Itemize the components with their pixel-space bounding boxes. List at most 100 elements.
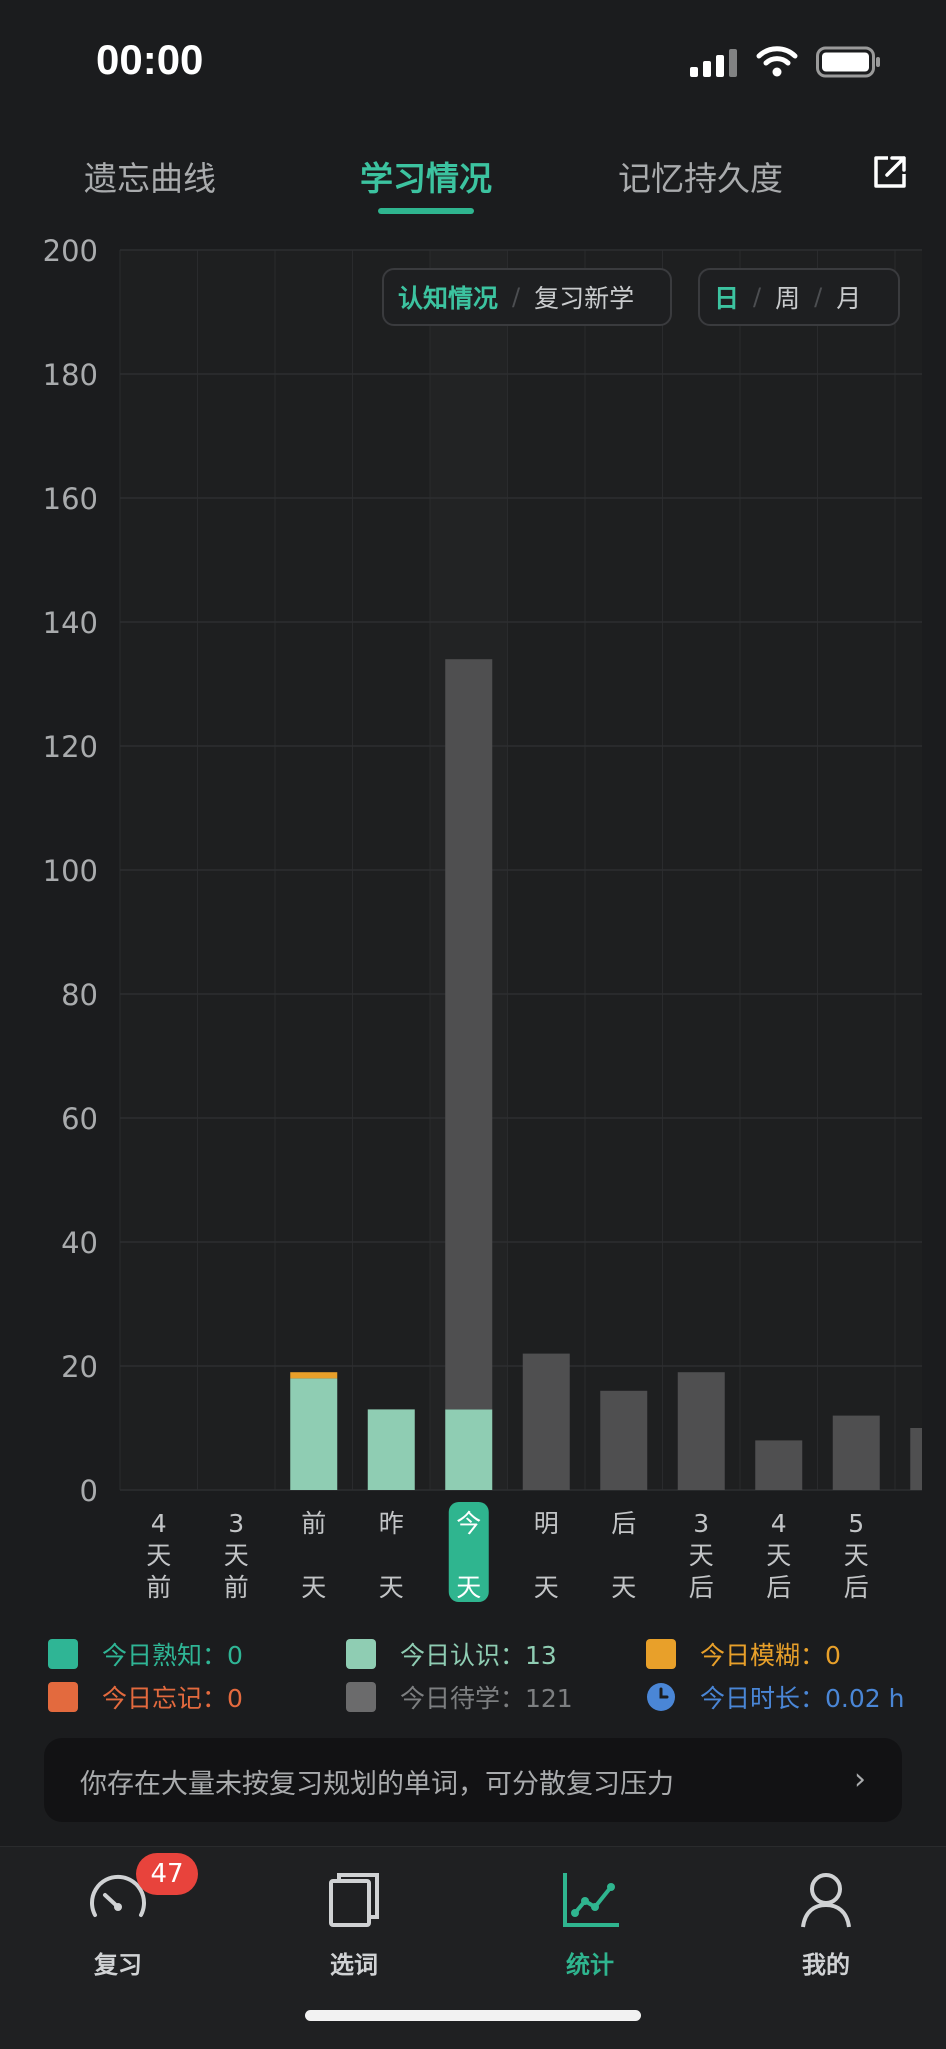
x-tick-label: 天 — [224, 1541, 249, 1570]
mode-toggle: 认知情况 / 复习新学 — [382, 268, 672, 326]
toggle-separator: / — [512, 283, 521, 311]
nav-statistics[interactable]: 统计 — [515, 1867, 665, 1980]
x-tick-label: 5 — [848, 1509, 864, 1538]
bar-segment — [832, 1415, 880, 1490]
bar-segment — [600, 1390, 648, 1490]
nav-label: 我的 — [802, 1951, 850, 1979]
bar-segment — [290, 1378, 338, 1490]
legend-label: 今日模糊：0 — [700, 1641, 841, 1670]
legend-swatch — [646, 1639, 676, 1669]
bar-segment — [522, 1353, 570, 1490]
bar-segment — [367, 1409, 415, 1490]
tab-study-status[interactable]: 学习情况 — [360, 159, 492, 198]
legend-label: 今日忘记：0 — [102, 1684, 243, 1713]
x-tick-label: 前 — [301, 1509, 326, 1538]
x-tick-label: 天 — [844, 1541, 869, 1570]
person-icon — [801, 1873, 851, 1928]
y-tick-label: 200 — [43, 234, 98, 268]
x-tick-label: 天 — [456, 1573, 481, 1602]
y-tick-label: 160 — [43, 482, 98, 516]
wifi-icon — [756, 46, 798, 77]
x-tick-label: 后 — [766, 1573, 791, 1602]
x-tick-label: 前 — [224, 1573, 249, 1602]
legend-duration: 今日时长：0.02 h — [646, 1679, 904, 1715]
nav-select-words[interactable]: 选词 — [279, 1867, 429, 1980]
tab-forgetting-curve[interactable]: 遗忘曲线 — [84, 159, 216, 198]
legend-label: 今日待学：121 — [400, 1684, 573, 1713]
x-tick-label: 3 — [228, 1509, 244, 1538]
bar-segment — [445, 1409, 493, 1490]
bar-segment — [755, 1440, 803, 1490]
y-tick-label: 0 — [80, 1474, 98, 1508]
bar-segment — [445, 659, 493, 1410]
y-tick-label: 80 — [61, 978, 98, 1012]
legend-swatch — [346, 1639, 376, 1669]
legend-label: 今日认识：13 — [400, 1641, 557, 1670]
today-label-pill — [448, 1502, 489, 1602]
x-tick-label: 后 — [611, 1509, 636, 1538]
legend-familiar: 今日熟知：0 — [48, 1636, 243, 1672]
legend-pending: 今日待学：121 — [346, 1679, 573, 1715]
tab-memory-durability[interactable]: 记忆持久度 — [618, 159, 783, 198]
nav-label: 统计 — [566, 1951, 614, 1979]
share-icon[interactable] — [872, 154, 908, 190]
x-tick-label: 天 — [146, 1541, 171, 1570]
toggle-separator: / — [753, 283, 762, 311]
x-tick-label: 后 — [844, 1573, 869, 1602]
x-tick-label: 后 — [689, 1573, 714, 1602]
x-tick-label: 昨 — [379, 1509, 404, 1538]
battery-icon — [816, 46, 880, 78]
y-tick-label: 40 — [61, 1226, 98, 1260]
period-toggle: 日 / 周 / 月 — [698, 268, 900, 326]
review-count-badge: 47 — [136, 1853, 198, 1895]
y-tick-label: 180 — [43, 358, 98, 392]
toggle-cognition[interactable]: 认知情况 — [398, 284, 499, 313]
legend-label: 今日熟知：0 — [102, 1641, 243, 1670]
bar-segment — [290, 1372, 338, 1379]
legend-swatch — [48, 1682, 78, 1712]
bar-segment — [910, 1428, 922, 1490]
clock-icon — [647, 1683, 675, 1711]
nav-label: 复习 — [94, 1951, 142, 1979]
y-tick-label: 20 — [61, 1350, 98, 1384]
toggle-separator: / — [814, 283, 823, 311]
x-tick-label: 天 — [379, 1573, 404, 1602]
y-tick-label: 120 — [43, 730, 98, 764]
line-chart-icon — [563, 1873, 619, 1927]
chevron-right-icon: › — [854, 1762, 866, 1797]
toggle-month[interactable]: 月 — [836, 284, 862, 313]
x-tick-label: 天 — [766, 1541, 791, 1570]
nav-review[interactable]: 复习 — [43, 1867, 193, 1980]
speedometer-icon — [90, 1874, 146, 1917]
books-icon — [329, 1873, 379, 1927]
stacked-bar-chart: 0204060801001201401601802004天前3天前前天昨天今天明… — [43, 234, 922, 1602]
nav-profile[interactable]: 我的 — [751, 1867, 901, 1980]
y-tick-label: 140 — [43, 606, 98, 640]
review-tip-banner[interactable]: 你存在大量未按复习规划的单词，可分散复习压力 › — [44, 1738, 902, 1822]
x-tick-label: 天 — [689, 1541, 714, 1570]
x-tick-label: 天 — [534, 1573, 559, 1602]
x-tick-label: 天 — [611, 1573, 636, 1602]
x-tick-label: 前 — [146, 1573, 171, 1602]
status-time: 00:00 — [96, 36, 204, 83]
tip-text: 你存在大量未按复习规划的单词，可分散复习压力 — [80, 1769, 674, 1800]
y-tick-label: 60 — [61, 1102, 98, 1136]
toggle-review-new[interactable]: 复习新学 — [534, 284, 635, 313]
toggle-week[interactable]: 周 — [775, 284, 801, 313]
legend-swatch — [48, 1639, 78, 1669]
x-tick-label: 3 — [693, 1509, 709, 1538]
home-indicator — [305, 2010, 641, 2021]
nav-label: 选词 — [330, 1951, 378, 1979]
legend-fuzzy: 今日模糊：0 — [646, 1636, 841, 1672]
x-tick-label: 4 — [771, 1509, 787, 1538]
bar-segment — [677, 1372, 725, 1490]
x-tick-label: 天 — [301, 1573, 326, 1602]
toggle-day[interactable]: 日 — [714, 284, 740, 313]
legend-forgotten: 今日忘记：0 — [48, 1679, 243, 1715]
x-tick-label: 今 — [456, 1509, 481, 1538]
active-tab-indicator — [378, 208, 474, 214]
y-tick-label: 100 — [43, 854, 98, 888]
legend-recognized: 今日认识：13 — [346, 1636, 557, 1672]
x-tick-label: 4 — [151, 1509, 167, 1538]
cellular-signal-icon — [690, 49, 737, 77]
